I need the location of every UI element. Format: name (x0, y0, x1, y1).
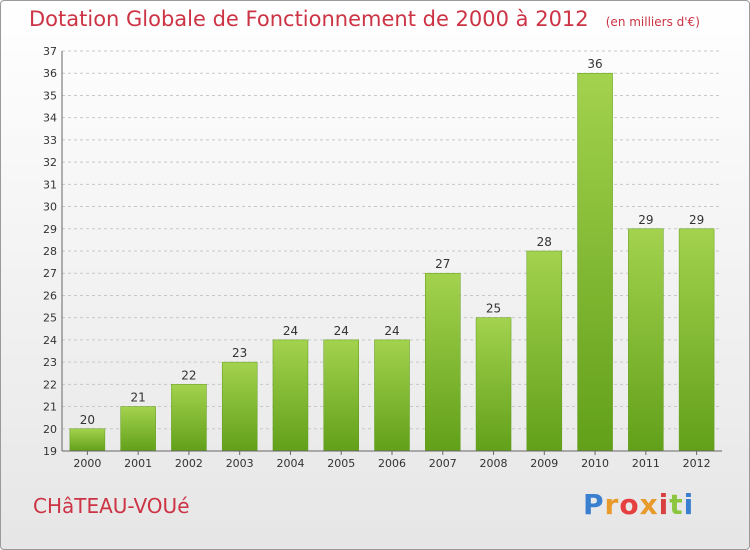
data-label: 28 (537, 235, 552, 249)
data-label: 20 (80, 413, 95, 427)
data-label: 24 (384, 324, 399, 338)
y-tick-label: 24 (43, 334, 57, 347)
bar-2004 (272, 339, 309, 452)
data-label: 25 (486, 302, 501, 316)
x-tick-label: 2002 (175, 457, 203, 470)
y-tick-label: 32 (43, 156, 57, 169)
x-tick-label: 2007 (429, 457, 457, 470)
bar-2010 (577, 72, 613, 452)
y-tick-label: 28 (43, 245, 57, 258)
y-tick-label: 36 (43, 67, 57, 80)
y-tick-label: 34 (43, 112, 57, 125)
proxiti-logo[interactable]: Proxiti (583, 488, 694, 521)
x-tick-label: 2000 (73, 457, 101, 470)
data-label: 22 (181, 368, 196, 382)
bar-2001 (120, 406, 156, 452)
x-tick-label: 2004 (276, 457, 304, 470)
x-tick-label: 2012 (683, 457, 711, 470)
y-tick-label: 31 (43, 178, 57, 191)
y-tick-label: 20 (43, 423, 57, 436)
data-labels: 20 21 22 23 24 24 24 27 25 28 36 29 29 (80, 57, 705, 427)
data-label: 29 (638, 213, 653, 227)
y-tick-label: 22 (43, 378, 57, 391)
chart-title: Dotation Globale de Fonctionnement de 20… (29, 7, 589, 31)
bar-2007 (425, 272, 461, 452)
y-tick-label: 26 (43, 289, 57, 302)
logo-letter: r (604, 488, 620, 521)
bars (69, 72, 715, 452)
bar-2002 (171, 384, 207, 452)
y-tick-label: 33 (43, 134, 57, 147)
data-label: 27 (435, 257, 450, 271)
logo-letter: t (669, 488, 684, 521)
logo-letter: i (683, 488, 695, 521)
bar-2009 (526, 250, 563, 452)
bar-2000 (69, 428, 106, 452)
chart-subtitle: (en milliers d'€) (605, 15, 700, 29)
logo-letter: o (619, 488, 640, 521)
bar-2006 (374, 339, 410, 452)
y-tick-label: 27 (43, 267, 57, 280)
data-label: 24 (283, 324, 298, 338)
data-label: 23 (232, 346, 247, 360)
y-tick-label: 25 (43, 312, 57, 325)
bar-2003 (221, 361, 258, 452)
commune-name: CHâTEAU-VOUé (33, 494, 190, 518)
data-label: 36 (587, 57, 602, 71)
data-label: 21 (131, 391, 146, 405)
bar-2012 (678, 228, 715, 452)
title-line: Dotation Globale de Fonctionnement de 20… (29, 7, 700, 31)
y-tick-label: 37 (43, 45, 57, 58)
y-tick-label: 21 (43, 401, 57, 414)
logo-letter: x (639, 488, 659, 521)
x-tick-label: 2005 (327, 457, 355, 470)
data-label: 24 (334, 324, 349, 338)
x-tick-label: 2008 (480, 457, 508, 470)
bar-2005 (323, 339, 359, 452)
x-tick-label: 2011 (632, 457, 660, 470)
y-tick-label: 19 (43, 445, 57, 458)
y-tick-label: 30 (43, 201, 57, 214)
logo-letter: P (583, 488, 605, 521)
data-label: 29 (689, 213, 704, 227)
x-tick-label: 2006 (378, 457, 406, 470)
x-tick-label: 2003 (226, 457, 254, 470)
axes: 19 20 21 22 23 24 25 26 27 28 29 30 31 32 33 34 35 36 37 20… (43, 45, 722, 470)
bar-2011 (628, 228, 664, 452)
y-tick-label: 29 (43, 223, 57, 236)
bar-2008 (475, 317, 512, 452)
x-tick-label: 2010 (581, 457, 609, 470)
logo-letter: i (658, 488, 670, 521)
y-tick-label: 23 (43, 356, 57, 369)
y-tick-label: 35 (43, 89, 57, 102)
x-tick-label: 2001 (124, 457, 152, 470)
x-tick-label: 2009 (530, 457, 558, 470)
